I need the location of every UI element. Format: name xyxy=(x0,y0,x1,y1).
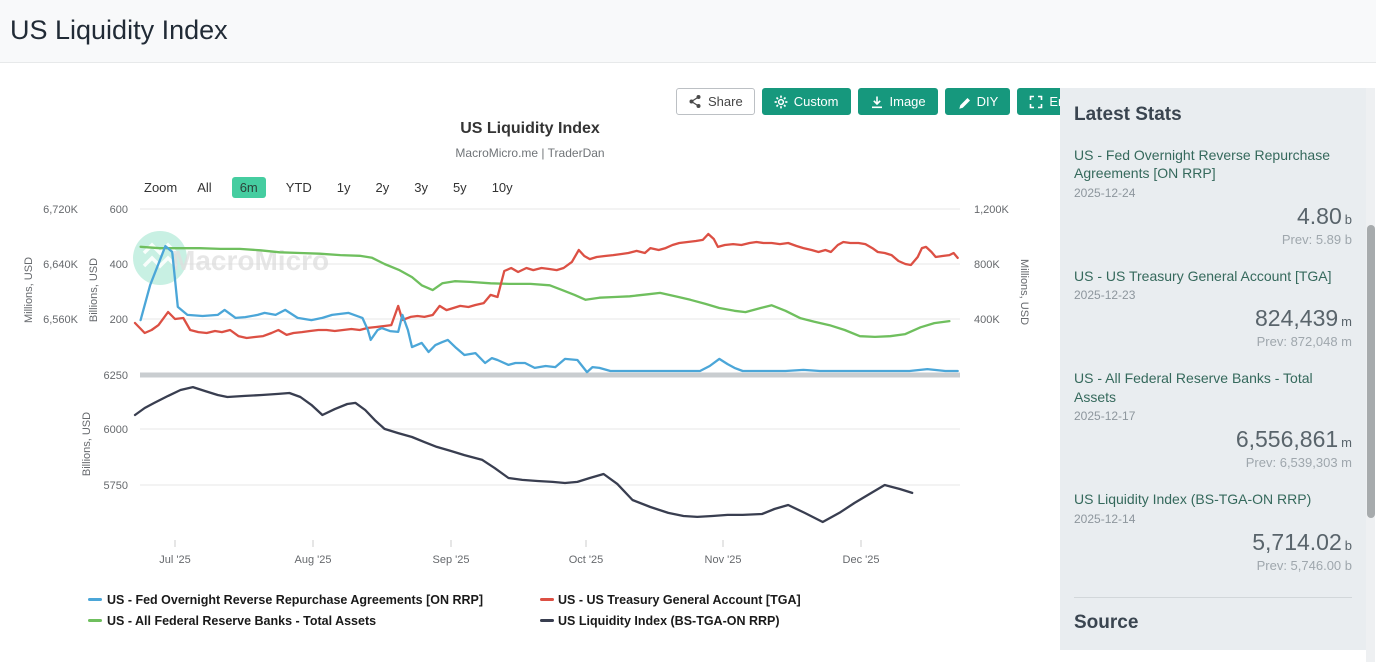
stat-date: 2025-12-14 xyxy=(1074,511,1136,526)
stat-unit: m xyxy=(1341,435,1352,451)
stat-link-on-rrp[interactable]: US - Fed Overnight Reverse Repurchase Ag… xyxy=(1074,147,1330,182)
pencil-icon xyxy=(958,97,970,109)
stat-prev: Prev: 5.89 b xyxy=(1281,231,1352,247)
share-icon xyxy=(689,95,701,108)
stat-item: US Liquidity Index (BS-TGA-ON RRP) 2025-… xyxy=(1074,490,1352,572)
page-title: US Liquidity Index xyxy=(10,15,228,45)
latest-stats-heading: Latest Stats xyxy=(1074,104,1182,125)
svg-text:Aug '25: Aug '25 xyxy=(295,554,332,566)
zoom-label: Zoom xyxy=(144,180,178,195)
latest-stats-panel: Latest Stats US - Fed Overnight Reverse … xyxy=(1060,88,1366,662)
svg-text:200: 200 xyxy=(110,314,128,326)
stat-item: US - US Treasury General Account [TGA] 2… xyxy=(1074,267,1352,349)
svg-text:1,200K: 1,200K xyxy=(974,204,1010,216)
legend-swatch-liquidity-index xyxy=(540,619,554,622)
svg-text:Sep '25: Sep '25 xyxy=(433,554,470,566)
legend-item-liquidity-index[interactable]: US Liquidity Index (BS-TGA-ON RRP) xyxy=(558,614,780,628)
chart-subtitle: MacroMicro.me | TraderDan xyxy=(455,146,605,160)
diy-button[interactable]: DIY xyxy=(944,88,1011,115)
zoom-option-all[interactable]: All xyxy=(197,180,212,195)
svg-text:400K: 400K xyxy=(974,314,1000,326)
svg-text:Nov '25: Nov '25 xyxy=(705,554,742,566)
stat-item: US - All Federal Reserve Banks - Total A… xyxy=(1074,369,1352,470)
svg-text:800K: 800K xyxy=(974,259,1000,271)
svg-text:5750: 5750 xyxy=(104,480,128,492)
zoom-option-5y[interactable]: 5y xyxy=(452,180,467,195)
stat-date: 2025-12-23 xyxy=(1074,288,1136,303)
series-tga[interactable] xyxy=(133,232,959,340)
zoom-option-1y[interactable]: 1y xyxy=(336,180,351,195)
stat-unit: b xyxy=(1344,211,1352,227)
zoom-option-3y[interactable]: 3y xyxy=(414,180,428,195)
stat-value: 5,714.02 xyxy=(1252,528,1342,555)
series-fed-total-assets[interactable] xyxy=(139,245,951,339)
series-liquidity-index[interactable] xyxy=(133,385,914,524)
stat-prev: Prev: 872,048 m xyxy=(1256,334,1352,350)
zoom-option-2y[interactable]: 2y xyxy=(375,180,390,195)
svg-text:600: 600 xyxy=(110,204,128,216)
share-button[interactable]: Share xyxy=(676,88,755,115)
gear-icon xyxy=(774,95,788,108)
zoom-option-10y[interactable]: 10y xyxy=(491,180,513,195)
legend-item-on-rrp[interactable]: US - Fed Overnight Reverse Repurchase Ag… xyxy=(107,593,484,607)
svg-text:400: 400 xyxy=(110,259,128,271)
svg-text:6250: 6250 xyxy=(104,370,128,382)
stat-value: 6,556,861 xyxy=(1235,426,1339,453)
legend-swatch-tga xyxy=(540,598,554,601)
stat-link-tga[interactable]: US - US Treasury General Account [TGA] xyxy=(1074,267,1332,284)
zoom-option-6m[interactable]: 6m xyxy=(231,177,266,198)
scrollbar-thumb[interactable] xyxy=(1366,225,1375,518)
stat-link-liquidity-index[interactable]: US Liquidity Index (BS-TGA-ON RRP) xyxy=(1074,491,1312,508)
source-heading: Source xyxy=(1074,611,1139,633)
macromicro-watermark: MacroMicro xyxy=(133,231,329,285)
stat-value: 824,439 xyxy=(1255,305,1339,332)
x-tick-marks xyxy=(174,540,862,547)
legend-swatch-fed-assets xyxy=(88,619,102,622)
svg-text:6,720K: 6,720K xyxy=(43,204,79,216)
liquidity-chart[interactable]: MacroMicro 6,720K 6,640K 6,560K 600 400 … xyxy=(0,63,1060,662)
stat-prev: Prev: 6,539,303 m xyxy=(1245,455,1352,471)
svg-text:Billions, USD: Billions, USD xyxy=(81,412,93,476)
sidebar: Latest Stats US - Fed Overnight Reverse … xyxy=(1060,63,1376,662)
svg-text:Millions, USD: Millions, USD xyxy=(1018,259,1030,325)
expand-icon xyxy=(1030,95,1043,108)
svg-text:Millions, USD: Millions, USD xyxy=(23,257,35,323)
series-on-rrp[interactable] xyxy=(139,244,959,374)
legend-item-fed-assets[interactable]: US - All Federal Reserve Banks - Total A… xyxy=(107,614,377,628)
svg-text:6000: 6000 xyxy=(104,424,128,436)
svg-text:Oct '25: Oct '25 xyxy=(569,554,604,566)
chart-toolbar: Share Custom Image xyxy=(676,88,1107,115)
sidebar-footer-strip xyxy=(1060,650,1366,662)
custom-button[interactable]: Custom xyxy=(761,88,851,115)
zoom-range-bar: Zoom All 6m YTD 1y 2y 3y 5y 10y xyxy=(144,177,518,198)
stat-link-fed-assets[interactable]: US - All Federal Reserve Banks - Total A… xyxy=(1074,370,1313,405)
stat-unit: m xyxy=(1341,314,1352,330)
chart-title: US Liquidity Index xyxy=(460,120,600,137)
download-icon xyxy=(871,96,882,108)
zoom-option-ytd[interactable]: YTD xyxy=(285,180,312,195)
svg-text:Jul '25: Jul '25 xyxy=(159,554,190,566)
legend-item-tga[interactable]: US - US Treasury General Account [TGA] xyxy=(558,593,801,607)
stat-date: 2025-12-17 xyxy=(1074,409,1136,424)
svg-text:Dec '25: Dec '25 xyxy=(843,554,880,566)
svg-text:6,640K: 6,640K xyxy=(43,259,79,271)
stat-date: 2025-12-24 xyxy=(1074,185,1136,200)
axis-labels: 6,720K 6,640K 6,560K 600 400 200 6250 60… xyxy=(23,204,1030,566)
svg-text:6,560K: 6,560K xyxy=(43,314,79,326)
stat-unit: b xyxy=(1344,537,1352,553)
svg-text:Billions, USD: Billions, USD xyxy=(88,258,100,322)
stat-item: US - Fed Overnight Reverse Repurchase Ag… xyxy=(1074,146,1352,247)
stat-prev: Prev: 5,746.00 b xyxy=(1256,557,1352,573)
image-button[interactable]: Image xyxy=(857,88,938,115)
page-header: US Liquidity Index xyxy=(0,0,1376,63)
legend-swatch-on-rrp xyxy=(88,598,102,601)
gridlines xyxy=(140,208,960,486)
stat-value: 4.80 xyxy=(1297,202,1342,229)
